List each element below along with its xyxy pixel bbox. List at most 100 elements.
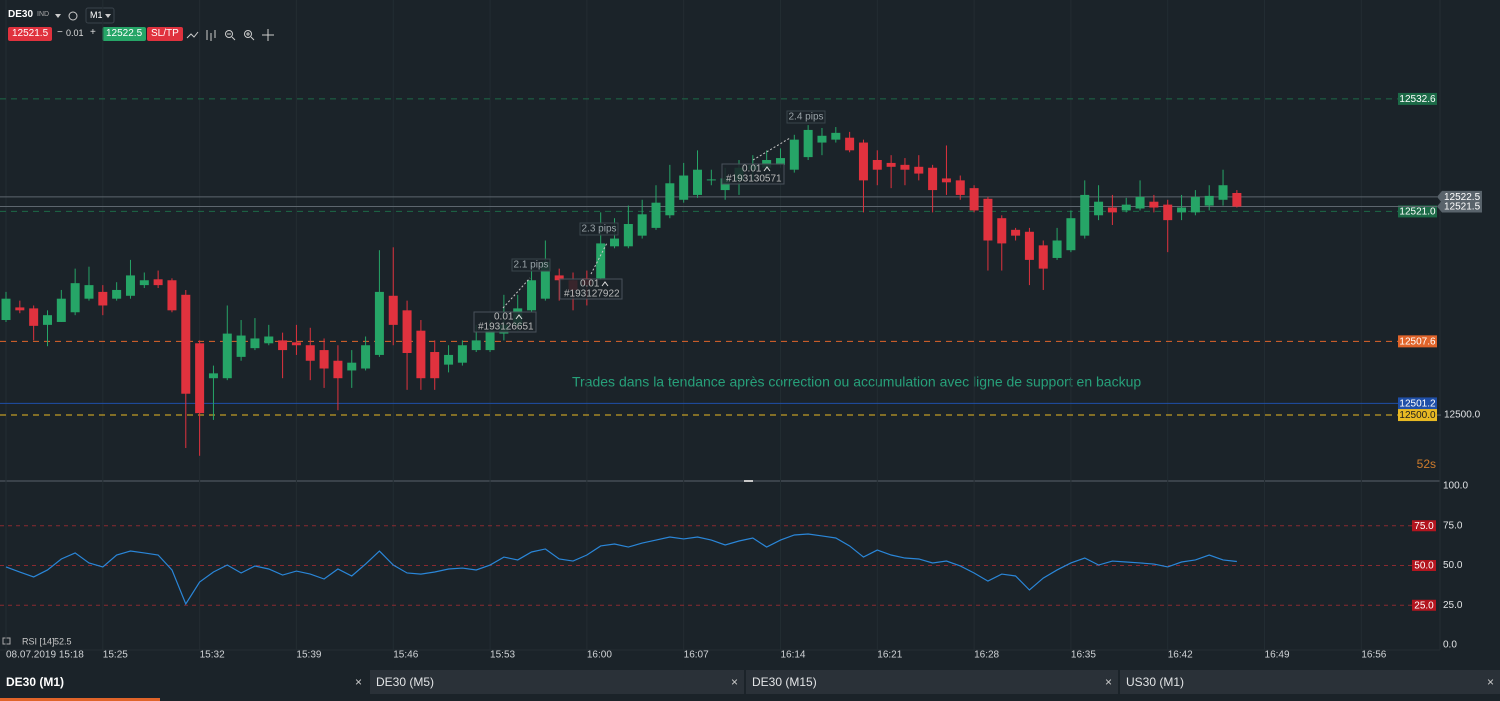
trade-arrow xyxy=(601,281,609,287)
tab-label: DE30 (M15) xyxy=(752,675,817,689)
tab-close[interactable]: × xyxy=(1486,675,1494,689)
candle-body xyxy=(361,345,371,369)
candle-body xyxy=(1232,192,1242,207)
rsi-level-tag xyxy=(1412,599,1436,611)
candle-body xyxy=(1121,204,1131,211)
price-level-tag xyxy=(1398,205,1437,218)
x-tick-label: 15:25 xyxy=(103,650,128,661)
x-tick-label: 16:42 xyxy=(1168,650,1193,661)
candle-body xyxy=(789,139,799,170)
trade-pips: 2.3 pips xyxy=(581,224,616,235)
tab-bar: DE30 (M1) × DE30 (M5) × DE30 (M15) × US30 (… xyxy=(0,670,1500,694)
x-tick-label: 15:53 xyxy=(490,650,515,661)
x-tick-label: 16:07 xyxy=(684,650,709,661)
timeframe-box[interactable] xyxy=(85,7,115,24)
candle-body xyxy=(1204,195,1214,206)
ask-label: 12522.5 xyxy=(1444,192,1481,203)
candle-body xyxy=(278,340,288,351)
rsi-level-label: 75.0 xyxy=(1414,521,1434,532)
rsi-level-label: 25.0 xyxy=(1414,600,1434,611)
candle-body xyxy=(195,343,205,414)
candle-body xyxy=(333,360,343,379)
price-level-label: 12500.0 xyxy=(1399,410,1436,421)
zoom-in[interactable] xyxy=(244,30,252,38)
trade-pips: 2.1 pips xyxy=(513,260,548,271)
price-level-tag xyxy=(1398,92,1437,105)
sell-button[interactable]: 12521.5 xyxy=(8,27,53,41)
candle-body xyxy=(181,294,191,394)
timeframe[interactable]: M1 xyxy=(90,10,103,20)
candle-body xyxy=(153,279,163,286)
trade-volume: 0.01 xyxy=(494,312,514,323)
crosshair-tool[interactable] xyxy=(262,29,274,41)
rsi-line xyxy=(5,533,1237,606)
candle-body xyxy=(554,275,564,281)
rsi-tick-label: 75.0 xyxy=(1443,520,1463,531)
trade-arrow xyxy=(515,314,523,320)
candle-body xyxy=(817,135,827,143)
trade-pips: 2.4 pips xyxy=(788,112,823,123)
x-tick-label: 15:46 xyxy=(393,650,418,661)
zoom-in-glyph xyxy=(246,32,255,41)
candle-body xyxy=(84,285,94,299)
x-tick-label: 16:00 xyxy=(587,650,612,661)
candle-body xyxy=(1094,201,1104,216)
candle-body xyxy=(941,178,951,183)
zoom-out[interactable] xyxy=(225,30,233,38)
candle-body xyxy=(236,335,246,357)
sltp-button[interactable]: SL/TP xyxy=(147,27,183,41)
info-icon[interactable] xyxy=(68,11,78,21)
rsi-level-label: 50.0 xyxy=(1414,561,1434,572)
candle-body xyxy=(1038,245,1048,269)
trade-volume: 0.01 xyxy=(580,279,600,290)
volume-minus[interactable]: − xyxy=(57,27,63,38)
buy-button[interactable]: 12522.5 xyxy=(102,27,147,41)
annotation: Trades dans la tendance après correction… xyxy=(572,374,1141,390)
price-level-tag xyxy=(1398,409,1437,422)
tab-close[interactable]: × xyxy=(730,675,738,689)
candle-body xyxy=(1107,207,1117,213)
tab[interactable]: DE30 (M1) × xyxy=(0,670,368,694)
candle-body xyxy=(112,289,122,299)
candle-body xyxy=(665,183,675,216)
candle-body xyxy=(264,336,274,344)
candle-body xyxy=(527,280,537,311)
candle-body xyxy=(914,166,924,174)
price-level-label: 12501.2 xyxy=(1399,399,1436,410)
candle-body xyxy=(596,243,606,279)
indicator-tool[interactable] xyxy=(206,30,216,41)
tab[interactable]: DE30 (M5) × xyxy=(370,670,744,694)
caret[interactable] xyxy=(55,14,61,18)
tab[interactable]: US30 (M1) × xyxy=(1120,670,1500,694)
candle-body xyxy=(706,179,716,181)
toolbar-icons xyxy=(55,7,115,24)
rsi-tick-label: 50.0 xyxy=(1443,560,1463,571)
candle-body xyxy=(651,202,661,228)
candle-body xyxy=(125,275,135,296)
candle-body xyxy=(900,164,910,170)
pips-box xyxy=(579,222,619,236)
tab[interactable]: DE30 (M15) × xyxy=(746,670,1118,694)
candle-body xyxy=(1149,201,1159,208)
x-tick-label: 16:56 xyxy=(1361,650,1386,661)
volume[interactable]: 0.01 xyxy=(66,28,84,38)
price-level-tag xyxy=(1398,397,1437,410)
candle-body xyxy=(374,291,384,355)
rsi-tick-label: 25.0 xyxy=(1443,600,1463,611)
tab-close[interactable]: × xyxy=(1104,675,1112,689)
trade-arrow xyxy=(763,166,771,172)
line-tool[interactable] xyxy=(186,31,199,39)
candle-body xyxy=(928,167,938,191)
trade-ticket: #193127922 xyxy=(564,289,620,300)
market: IND xyxy=(37,11,50,18)
symbol[interactable]: DE30 xyxy=(8,9,34,20)
price-level-tag xyxy=(1398,335,1437,348)
candle-body xyxy=(969,188,979,211)
caret[interactable] xyxy=(105,14,111,18)
tab-label: DE30 (M1) xyxy=(6,675,65,689)
chart: Trades dans la tendance après correction… xyxy=(0,92,1482,661)
countdown: 52s xyxy=(1417,457,1436,471)
volume-plus[interactable]: + xyxy=(90,27,96,38)
tab-close[interactable]: × xyxy=(354,675,362,689)
candle-body xyxy=(983,198,993,241)
